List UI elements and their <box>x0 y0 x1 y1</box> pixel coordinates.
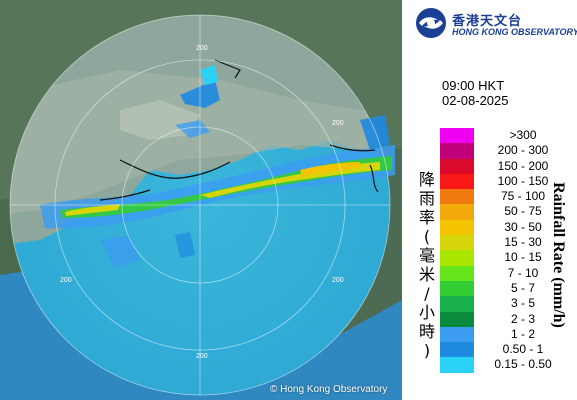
range-rings <box>9 14 391 396</box>
legend-swatch <box>440 311 474 327</box>
legend-swatch <box>440 158 474 174</box>
coastlines <box>99 59 379 201</box>
legend-label: 2 - 3 <box>510 311 535 326</box>
rainfall-echoes <box>40 65 395 268</box>
legend-swatch <box>440 357 474 373</box>
range-label: 200 <box>332 277 344 284</box>
legend-label: 50 - 75 <box>504 204 542 219</box>
legend-label: 0.50 - 1 <box>502 342 544 357</box>
range-label: 200 <box>196 353 208 360</box>
legend-swatch <box>440 342 474 358</box>
hko-logo: 香港天文台 HONG KONG OBSERVATORY <box>412 6 577 42</box>
legend-label: 75 - 100 <box>500 189 546 204</box>
legend-swatch <box>440 189 474 205</box>
legend-title-en: Rainfall Rate (mm/h) <box>550 182 567 328</box>
range-labels: 200 200 200 200 200 <box>60 45 344 360</box>
range-label: 200 <box>196 45 208 52</box>
logo-name-cn: 香港天文台 <box>452 14 523 29</box>
legend-swatch <box>440 280 474 297</box>
legend-swatch <box>440 326 474 343</box>
timestamp: 09:00 HKT 02-08-2025 <box>442 78 509 108</box>
legend-title-en-wrap: Rainfall Rate (mm/h) <box>547 155 571 355</box>
legend-label: 150 - 200 <box>497 158 549 173</box>
legend-swatch <box>440 173 474 190</box>
range-label: 200 <box>60 277 72 284</box>
legend-swatch <box>440 250 474 266</box>
radar-map-canvas: 200 200 200 200 200 <box>0 0 402 400</box>
legend-label: 10 - 15 <box>504 250 542 265</box>
legend-label: 15 - 30 <box>504 235 542 250</box>
legend-swatch <box>440 265 474 281</box>
date-label: 02-08-2025 <box>442 93 509 108</box>
legend-swatch <box>440 296 474 312</box>
legend-swatch <box>440 143 474 159</box>
radar-map[interactable]: 200 200 200 200 200 © Hong Kong Observat… <box>0 0 402 400</box>
legend-label: 100 - 150 <box>497 173 549 188</box>
range-label: 200 <box>332 120 344 127</box>
legend-label: 3 - 5 <box>510 296 535 311</box>
legend-swatch <box>440 204 474 220</box>
legend-label: 0.15 - 0.50 <box>494 357 552 372</box>
legend-swatch <box>440 235 474 251</box>
legend-label: 5 - 7 <box>510 280 535 295</box>
legend-label: >300 <box>509 128 537 142</box>
legend-label: 30 - 50 <box>504 219 542 234</box>
legend-title-cn: 降雨率(毫米 / 小時) <box>418 170 435 360</box>
legend-label: 7 - 10 <box>507 265 539 280</box>
time-label: 09:00 HKT <box>442 78 505 93</box>
hko-emblem-icon <box>416 8 446 38</box>
side-panel: 香港天文台 HONG KONG OBSERVATORY 09:00 HKT 02… <box>402 0 577 400</box>
legend-label: 1 - 2 <box>510 326 535 341</box>
logo-name-en: HONG KONG OBSERVATORY <box>452 27 577 37</box>
copyright-notice: © Hong Kong Observatory <box>270 384 388 395</box>
legend-swatch <box>440 128 474 144</box>
legend-swatch <box>440 219 474 236</box>
legend-label: 200 - 300 <box>497 143 549 158</box>
